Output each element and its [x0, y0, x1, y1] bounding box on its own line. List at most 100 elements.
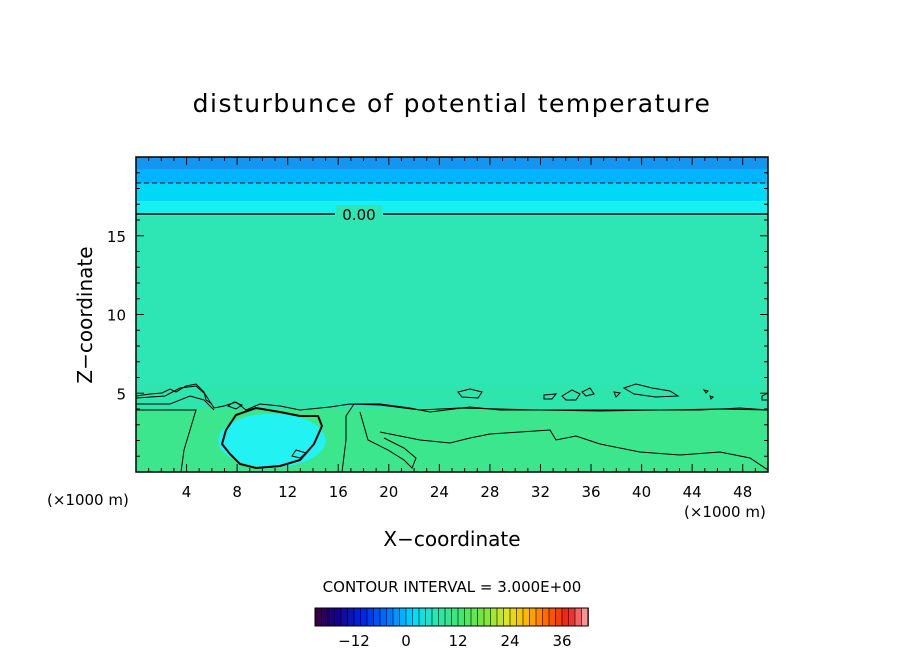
colorbar-cell	[574, 607, 583, 627]
colorbar-cell	[470, 607, 479, 627]
contour-blob-46	[709, 395, 714, 400]
colorbar-cell	[340, 607, 349, 627]
colorbar-cell	[457, 607, 466, 627]
colorbar-cell	[353, 607, 362, 627]
x-tick-labels: 4 8 12 16 20 24 28 32 36 40 44 48	[182, 483, 752, 501]
contour-blob-49	[761, 392, 768, 401]
colorbar-cell	[503, 607, 511, 627]
colorbar-cell	[516, 607, 524, 627]
colorbar-cell	[438, 607, 446, 627]
colorbar-cell	[483, 607, 492, 627]
colorbar-tick-label: 24	[500, 632, 519, 650]
colorbar-cell	[444, 607, 453, 627]
y-tick-label: 10	[107, 307, 126, 325]
contour-low-level-left-2	[136, 395, 215, 411]
colorbar-tick-label: 12	[448, 632, 467, 650]
plot-field	[136, 157, 768, 472]
contour-surface-left	[136, 409, 197, 472]
colorbar-cell	[451, 607, 459, 627]
contour-blob-33	[543, 393, 558, 400]
colorbar-cell	[418, 607, 427, 627]
axis-ticks	[136, 157, 768, 472]
contour-blob-41	[613, 391, 622, 398]
y-unit-label: (×1000 m)	[47, 491, 129, 509]
x-axis-label: X−coordinate	[383, 527, 520, 551]
contour-inner-warm	[379, 429, 768, 471]
contour-inner-warm-2	[359, 411, 417, 469]
field-band-2	[136, 201, 768, 216]
colorbar-cell	[379, 607, 388, 627]
colorbar-cell	[431, 607, 440, 627]
contour-blob-35	[561, 389, 581, 401]
x-tick-label: 20	[379, 483, 398, 501]
colorbar-cell	[392, 607, 401, 627]
contour-mid-warm	[341, 403, 768, 472]
chart-title: disturbunce of potential temperature	[193, 89, 712, 118]
colorbar-cell	[412, 607, 420, 627]
colorbar-cell	[581, 607, 589, 627]
contour-blob-40	[622, 383, 680, 398]
field-band-3	[136, 183, 768, 202]
colorbar	[314, 607, 589, 627]
contour-blob-7	[226, 401, 244, 410]
colorbar-cell	[522, 607, 531, 627]
field-band-1	[136, 215, 768, 409]
y-tick-label: 15	[107, 228, 126, 246]
contour-blob-45	[702, 389, 709, 394]
x-tick-label: 4	[182, 483, 192, 501]
colorbar-cell	[334, 607, 342, 627]
colorbar-cell	[321, 607, 329, 627]
colorbar-frame	[314, 607, 589, 627]
colorbar-cell	[347, 607, 355, 627]
x-tick-label: 16	[329, 483, 348, 501]
field-band-4	[136, 169, 768, 184]
colorbar-tick-label: 36	[552, 632, 571, 650]
colorbar-cell	[373, 607, 381, 627]
colorbar-cell	[386, 607, 394, 627]
colorbar-cell	[509, 607, 518, 627]
colorbar-cell	[464, 607, 472, 627]
colorbar-cell	[405, 607, 414, 627]
y-axis-label: Z−coordinate	[73, 246, 97, 383]
x-tick-label: 32	[531, 483, 550, 501]
colorbar-cell	[425, 607, 433, 627]
colorbar-cell	[561, 607, 570, 627]
x-tick-label: 44	[683, 483, 702, 501]
x-tick-label: 40	[632, 483, 651, 501]
contour-cold-pool-inner	[291, 449, 308, 459]
contour-lines	[136, 182, 768, 472]
colorbar-cell	[399, 607, 407, 627]
x-tick-label: 28	[480, 483, 499, 501]
colorbar-tick-label: 0	[401, 632, 411, 650]
contour-label-bg	[336, 205, 382, 223]
colorbar-cell	[496, 607, 505, 627]
contour-interval-text: CONTOUR INTERVAL = 3.000E+00	[323, 578, 582, 596]
colorbar-tick-label: −12	[338, 632, 370, 650]
colorbar-cell	[555, 607, 563, 627]
cold-pool-fill	[218, 413, 326, 468]
y-tick-label: 5	[116, 385, 126, 403]
field-shade-lowlevel	[136, 385, 768, 409]
x-tick-label: 12	[278, 483, 297, 501]
x-tick-label: 8	[232, 483, 242, 501]
colorbar-cell	[360, 607, 368, 627]
colorbar-cell	[568, 607, 576, 627]
y-tick-labels: 5 10 15	[107, 228, 126, 404]
x-tick-label: 36	[581, 483, 600, 501]
contour-wavy-left	[136, 383, 213, 405]
colorbar-cell	[548, 607, 557, 627]
colorbar-cell	[314, 607, 323, 627]
contour-blob-26	[457, 388, 483, 399]
colorbar-cell	[535, 607, 544, 627]
colorbar-cell	[366, 607, 375, 627]
colorbar-cell	[327, 607, 336, 627]
colorbar-cell	[529, 607, 537, 627]
colorbar-cell	[490, 607, 498, 627]
contour-cold-pool	[220, 406, 324, 470]
x-tick-label: 48	[733, 483, 752, 501]
colorbar-cell	[477, 607, 485, 627]
contour-label-zero: 0.00	[342, 206, 375, 224]
colorbar-cell	[542, 607, 550, 627]
contour-blob-36	[581, 387, 595, 397]
